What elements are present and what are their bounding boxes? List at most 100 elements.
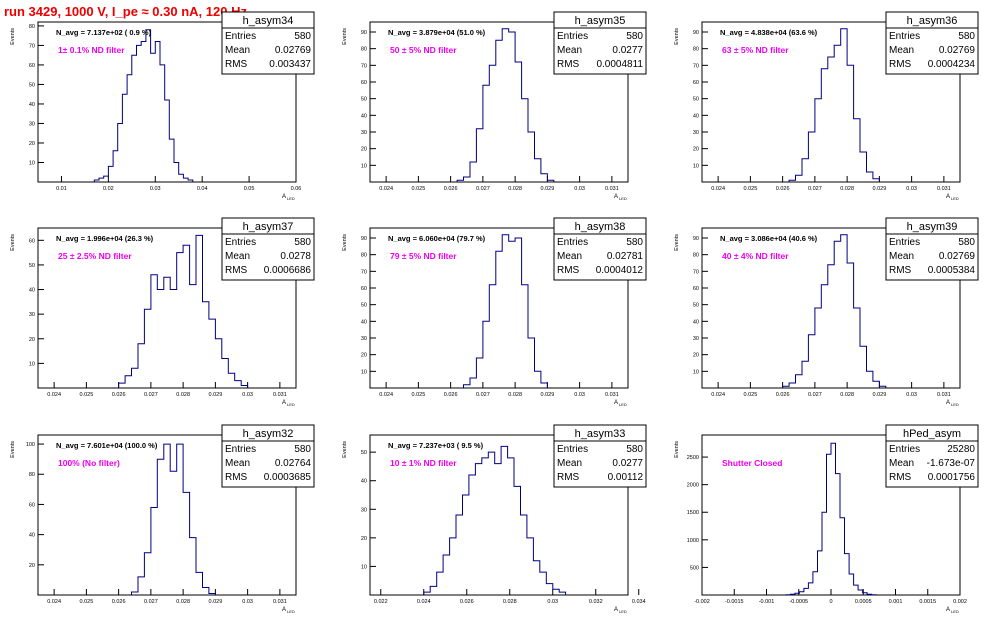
y-tick-label: 90 — [693, 236, 699, 242]
stats-label: Entries — [225, 444, 256, 455]
x-tick-label: 0.002 — [953, 599, 967, 605]
histogram-name: h_asym37 — [243, 221, 294, 233]
x-tick-label: 0.027 — [808, 186, 822, 192]
stats-label: RMS — [557, 265, 580, 276]
histogram-name: h_asym32 — [243, 428, 294, 440]
y-tick-label: 1000 — [687, 538, 699, 544]
stats-label: Mean — [225, 45, 250, 56]
histogram-line — [456, 28, 555, 182]
histogram-line — [93, 29, 194, 182]
y-axis-label: Events — [674, 28, 680, 45]
y-tick-label: 30 — [361, 130, 367, 136]
x-tick-label: -0.0015 — [725, 599, 744, 605]
stats-value: 580 — [626, 237, 643, 248]
histogram-name: h_asym35 — [575, 15, 626, 27]
y-tick-label: 60 — [693, 80, 699, 86]
plot-frame — [701, 21, 961, 183]
filter-annotation: 79 ± 5% ND filter — [390, 251, 457, 261]
x-tick-label: 0.028 — [503, 599, 517, 605]
x-tick-label: 0.028 — [840, 186, 854, 192]
histogram-name: h_asym38 — [575, 221, 626, 233]
x-tick-label: 0.03 — [906, 186, 917, 192]
x-tick-label: -0.002 — [694, 599, 710, 605]
stats-value: 580 — [626, 31, 643, 42]
filter-annotation: Shutter Closed — [722, 458, 782, 468]
x-tick-label: 0.026 — [444, 186, 458, 192]
histogram-name: h_asym34 — [243, 15, 294, 27]
x-tick-label: 0.031 — [273, 392, 287, 398]
x-axis-label: ALED — [946, 607, 959, 614]
y-axis-label: Events — [10, 234, 16, 251]
histogram-panel-h_asym37: 10 20 30 40 50 60 0.024 0.025 0.026 0.027 0.028 0.0… — [10, 217, 315, 407]
navg-label: N_avg = 6.060e+04 (79.7 %) — [388, 234, 486, 243]
histogram-panel-hPed_asym: 500 1000 1500 2000 2500 -0.002 -0.0015 -0.001 -0… — [674, 424, 979, 614]
filter-annotation: 100% (No filter) — [58, 458, 120, 468]
y-tick-label: 40 — [361, 113, 367, 119]
navg-label: N_avg = 4.838e+04 (63.6 %) — [720, 28, 818, 37]
x-tick-label: 0.03 — [906, 392, 917, 398]
x-tick-label: 0.028 — [508, 392, 522, 398]
histogram-name: h_asym33 — [575, 428, 626, 440]
histogram-line — [785, 442, 877, 596]
histogram-line — [118, 234, 249, 388]
histogram-panel-h_asym39: 10 20 30 40 50 60 70 80 90 0.024 0.025 0.026 0.027 0.… — [674, 217, 979, 407]
y-tick-label: 80 — [361, 253, 367, 259]
page-title: run 3429, 1000 V, I_pe ≈ 0.30 nA, 120 Hz — [4, 4, 247, 19]
histogram-line — [788, 28, 880, 182]
x-tick-label: 0.022 — [374, 599, 388, 605]
stats-label: Mean — [557, 251, 582, 262]
y-tick-label: 10 — [361, 564, 367, 570]
stats-value: 0.0277 — [612, 45, 643, 56]
y-tick-label: 10 — [29, 160, 35, 166]
plot-frame — [369, 434, 629, 596]
histogram-line — [423, 445, 567, 595]
x-tick-label: 0.029 — [872, 186, 886, 192]
y-tick-label: 60 — [361, 286, 367, 292]
y-axis-label: Events — [10, 28, 16, 45]
x-axis-label: ALED — [614, 194, 627, 201]
x-tick-label: 0.029 — [208, 599, 222, 605]
y-tick-label: 30 — [361, 507, 367, 513]
x-tick-label: 0.025 — [411, 186, 425, 192]
stats-label: Entries — [557, 237, 588, 248]
y-tick-label: 10 — [361, 369, 367, 375]
x-tick-label: 0.03 — [242, 599, 253, 605]
x-axis-label: ALED — [614, 400, 627, 407]
y-tick-label: 10 — [361, 163, 367, 169]
x-tick-label: -0.001 — [759, 599, 775, 605]
x-tick-label: 0.031 — [605, 392, 619, 398]
y-axis-label: Events — [342, 441, 348, 458]
y-tick-label: 10 — [693, 163, 699, 169]
y-tick-label: 2500 — [687, 455, 699, 461]
x-tick-label: 0 — [829, 599, 832, 605]
histogram-panel-h_asym38: 10 20 30 40 50 60 70 80 90 0.024 0.025 0.026 0.027 0.… — [342, 217, 647, 407]
y-tick-label: 20 — [361, 147, 367, 153]
stats-label: RMS — [225, 265, 248, 276]
y-tick-label: 20 — [361, 353, 367, 359]
y-tick-label: 40 — [693, 319, 699, 325]
x-tick-label: 0.06 — [291, 186, 302, 192]
y-axis-label: Events — [342, 234, 348, 251]
y-tick-label: 2000 — [687, 483, 699, 489]
y-tick-label: 80 — [361, 47, 367, 53]
plot-frame — [369, 227, 629, 389]
histogram-panel-h_asym36: 10 20 30 40 50 60 70 80 90 0.024 0.025 0.026 0.027 0.… — [674, 11, 979, 201]
y-tick-label: 20 — [29, 337, 35, 343]
stats-label: RMS — [557, 472, 580, 483]
stats-label: RMS — [225, 59, 248, 70]
x-tick-label: 0.01 — [56, 186, 67, 192]
x-tick-label: 0.028 — [508, 186, 522, 192]
stats-value: 0.0005384 — [928, 265, 976, 276]
stats-label: Entries — [889, 444, 920, 455]
stats-box — [885, 217, 979, 281]
x-tick-label: 0.02 — [103, 186, 114, 192]
x-tick-label: 0.024 — [379, 392, 393, 398]
histogram-panel-h_asym32: 20 40 60 80 100 0.024 0.025 0.026 0.027 0.028 0.02… — [10, 424, 315, 614]
x-tick-label: 0.034 — [632, 599, 646, 605]
x-tick-label: 0.028 — [176, 392, 190, 398]
y-tick-label: 50 — [29, 263, 35, 269]
y-tick-label: 70 — [693, 269, 699, 275]
y-tick-label: 1500 — [687, 510, 699, 516]
y-axis-label: Events — [342, 28, 348, 45]
